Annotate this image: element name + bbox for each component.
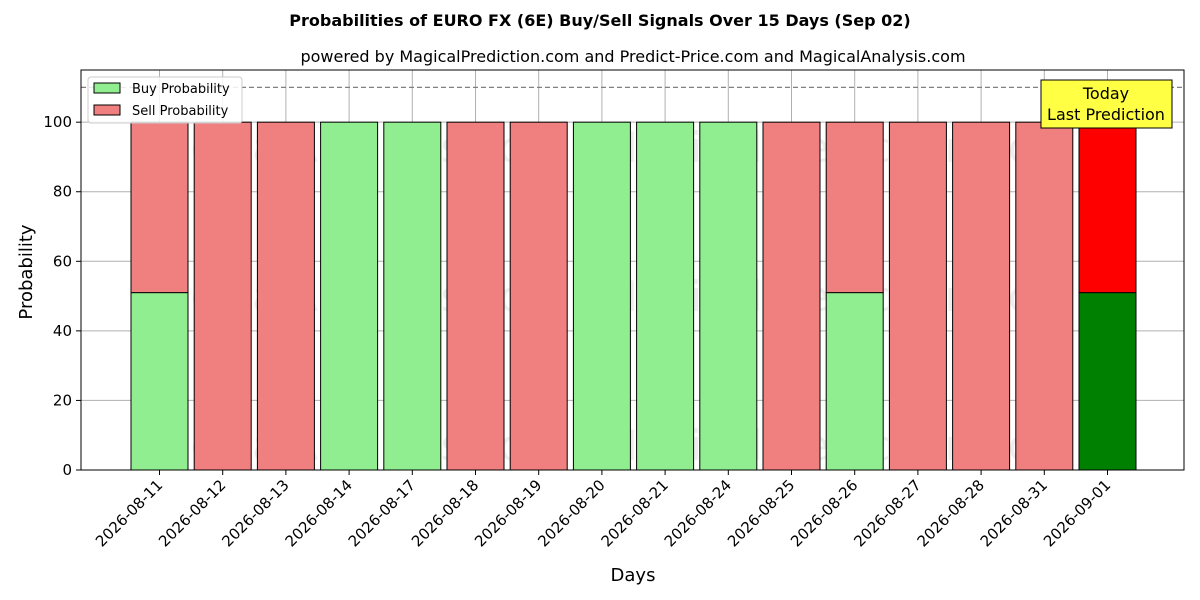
today-annotation: Today Last Prediction: [1040, 79, 1173, 129]
y-tick-label: 20: [53, 391, 72, 409]
x-tick-label: 2026-08-28: [914, 476, 988, 550]
y-tick-label: 100: [43, 113, 72, 131]
x-tick-label: 2026-08-21: [598, 476, 672, 550]
y-tick-label: 40: [53, 322, 72, 340]
x-tick-label: 2026-08-13: [218, 476, 292, 550]
legend-swatch-buy: [93, 82, 121, 94]
buy-bar: [130, 292, 189, 471]
x-tick-label: 2026-08-18: [408, 476, 482, 550]
buy-bar: [699, 121, 758, 471]
buy-bar: [825, 292, 884, 471]
x-axis-ticks: 2026-08-112026-08-122026-08-132026-08-14…: [92, 470, 1114, 550]
y-axis-label: Probability: [16, 224, 37, 319]
x-tick-label: 2026-08-31: [977, 476, 1051, 550]
legend-box: [87, 76, 243, 124]
y-axis-ticks: 0 20 40 60 80 100: [43, 113, 81, 479]
y-tick-label: 0: [62, 461, 72, 479]
buy-bar: [636, 121, 695, 471]
buy-bar: [1078, 292, 1137, 471]
x-tick-label: 2026-08-20: [534, 476, 608, 550]
sell-bar: [762, 121, 821, 471]
sell-bar: [952, 121, 1011, 471]
plot-frame: [80, 69, 1185, 471]
sell-bar: [193, 121, 252, 471]
annotation-line2: Last Prediction: [1047, 105, 1165, 124]
buy-bar: [572, 121, 631, 471]
x-tick-label: 2026-08-12: [155, 476, 229, 550]
y-tick-label: 80: [53, 183, 72, 201]
y-tick-label: 60: [53, 252, 72, 270]
x-tick-label: 2026-08-19: [471, 476, 545, 550]
chart-title: Probabilities of EURO FX (6E) Buy/Sell S…: [289, 11, 910, 30]
sell-bar: [1078, 121, 1137, 294]
x-tick-label: 2026-08-24: [661, 476, 735, 550]
legend-label-sell: Sell Probability: [132, 104, 229, 119]
x-axis-label: Days: [611, 565, 656, 586]
sell-bar: [446, 121, 505, 471]
x-tick-label: 2026-08-26: [787, 476, 861, 550]
buy-bar: [383, 121, 442, 471]
x-tick-label: 2026-08-27: [850, 476, 924, 550]
x-tick-label: 2026-09-01: [1040, 476, 1114, 550]
x-tick-label: 2026-08-17: [345, 476, 419, 550]
sell-bar: [130, 121, 189, 294]
legend-label-buy: Buy Probability: [132, 82, 230, 97]
bar-layer: [130, 121, 1137, 471]
sell-bar: [256, 121, 315, 471]
legend-swatch-sell: [93, 104, 121, 116]
sell-bar: [825, 121, 884, 294]
annotation-line1: Today: [1082, 84, 1129, 103]
legend: Buy Probability Sell Probability: [87, 76, 243, 124]
sell-bar: [888, 121, 947, 471]
chart-subtitle: powered by MagicalPrediction.com and Pre…: [300, 47, 965, 66]
x-tick-label: 2026-08-25: [724, 476, 798, 550]
annotation-box: [1040, 79, 1173, 129]
x-tick-label: 2026-08-11: [92, 476, 166, 550]
x-tick-label: 2026-08-14: [282, 476, 356, 550]
sell-bar: [1015, 121, 1074, 471]
sell-bar: [509, 121, 568, 471]
buy-bar: [320, 121, 379, 471]
